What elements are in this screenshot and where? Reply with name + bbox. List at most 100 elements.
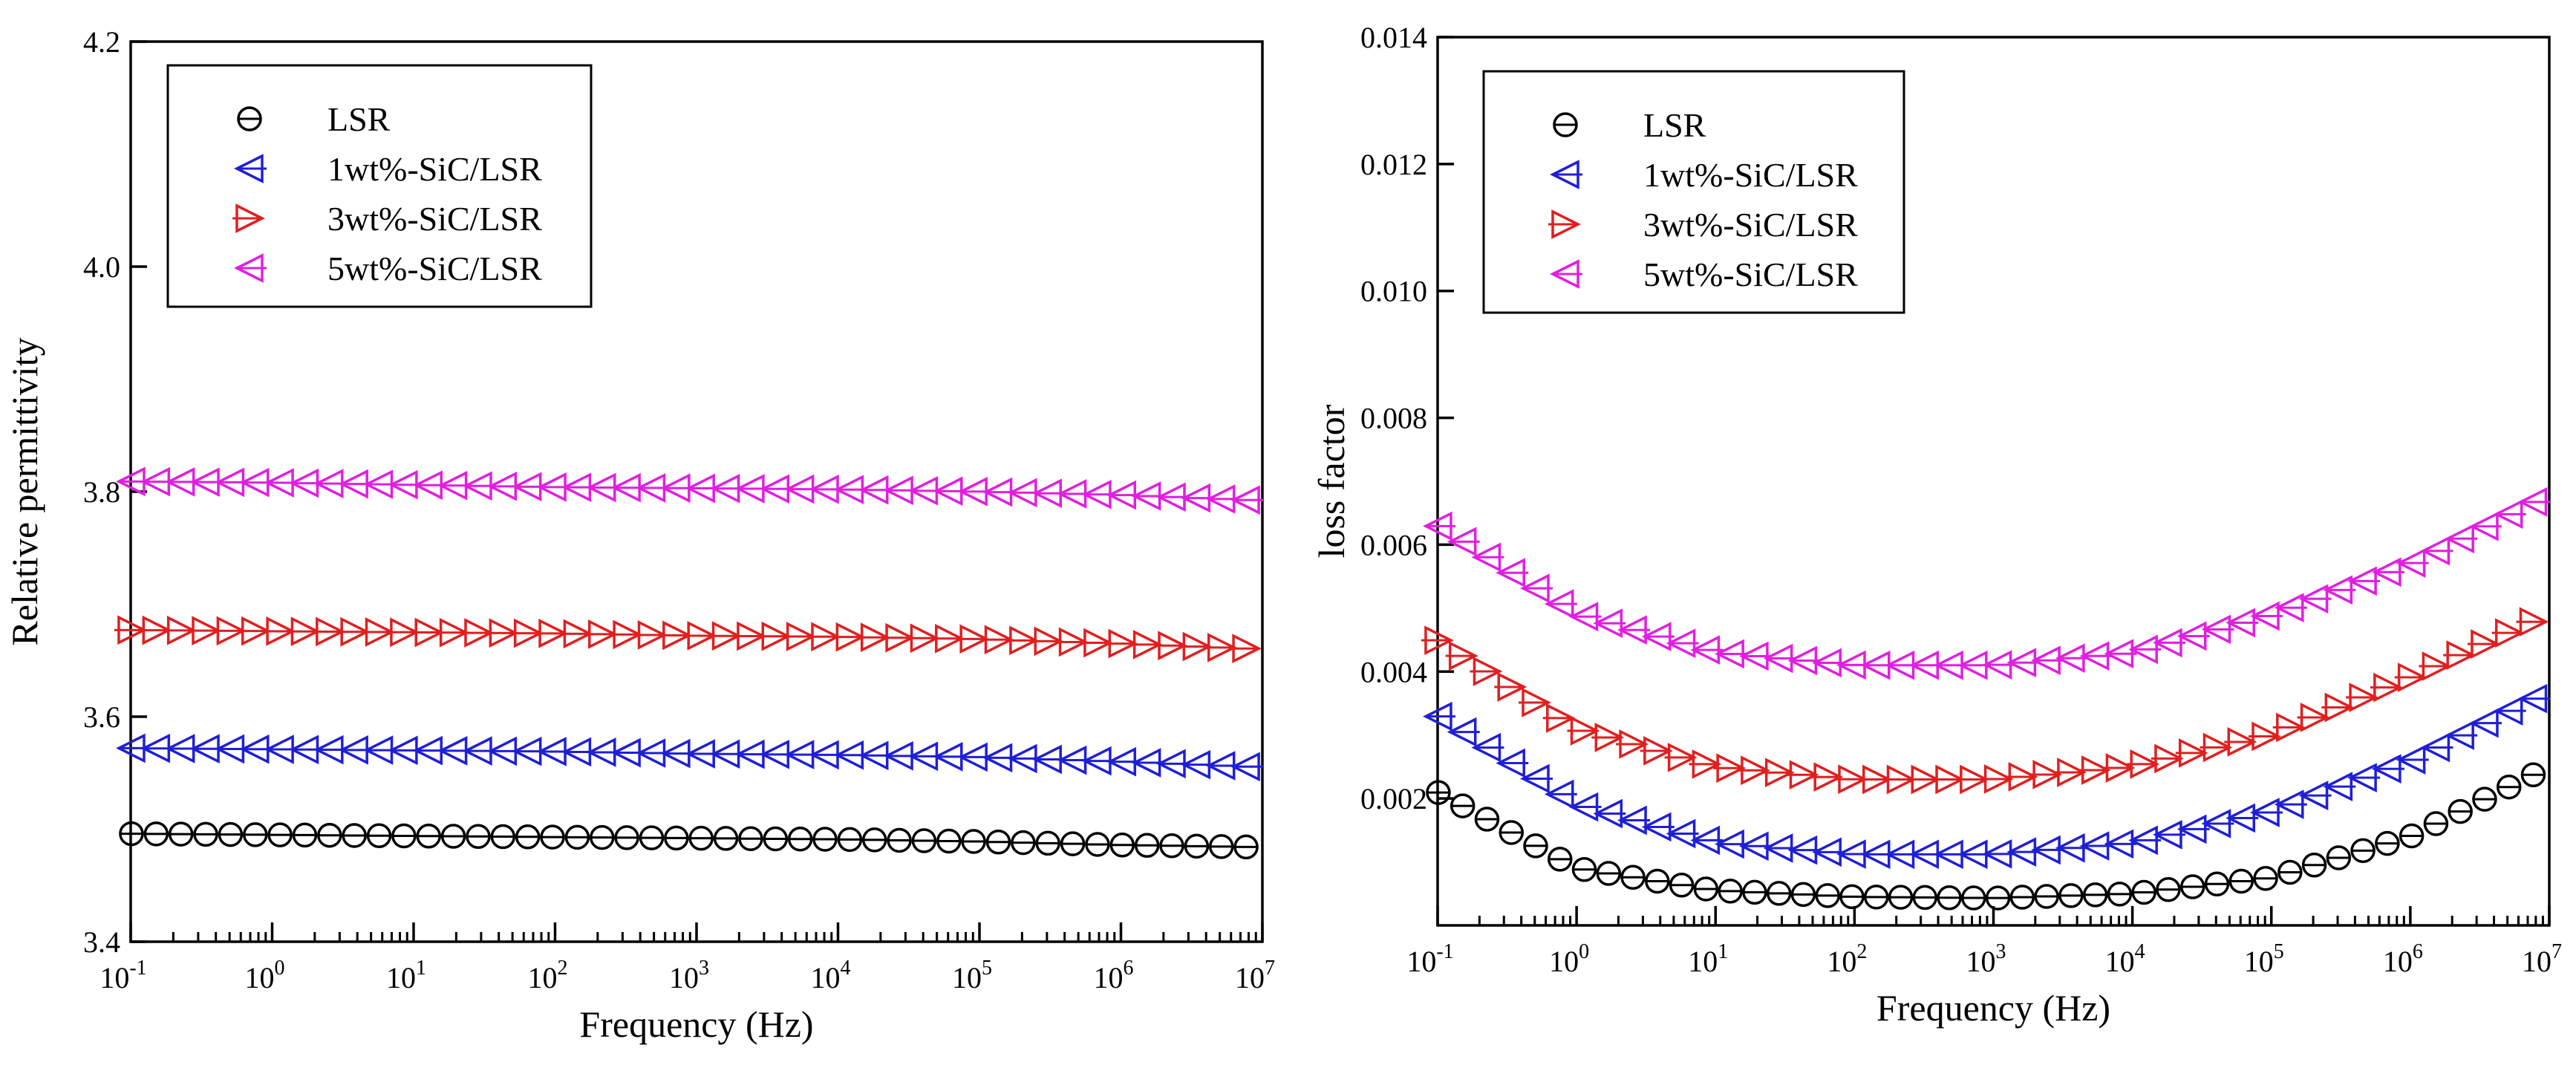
y-tick-label: 0.006 (1360, 528, 1427, 561)
data-point (560, 619, 593, 649)
data-point (2058, 883, 2084, 908)
data-point (2078, 755, 2111, 785)
data-point (2226, 608, 2259, 638)
data-point (2079, 641, 2113, 671)
data-point (2009, 885, 2035, 910)
data-point (1496, 558, 1529, 588)
y-axis: 3.4 3.6 3.8 4.0 4.2 Relative permittivity (4, 25, 147, 959)
data-point (312, 616, 345, 647)
data-point (540, 824, 565, 850)
x-tick-base: 10 (528, 961, 558, 994)
data-point (163, 616, 197, 645)
data-point (1085, 832, 1110, 857)
data-point (936, 828, 962, 854)
data-point (1544, 779, 1577, 810)
data-point (1423, 511, 1455, 541)
data-point (490, 824, 516, 850)
data-point (1787, 645, 1821, 676)
data-point (1593, 798, 1626, 829)
data-point (2179, 874, 2205, 899)
x-tick-exponent: 6 (2413, 940, 2423, 963)
data-point (2297, 703, 2330, 732)
data-point (1421, 625, 1454, 656)
data-point (2277, 859, 2303, 885)
data-point (1713, 753, 1747, 784)
data-point (1548, 847, 1573, 872)
data-point (1005, 625, 1039, 656)
x-tick-base: 10 (1688, 945, 1718, 978)
data-point (2420, 535, 2453, 566)
data-point (139, 615, 172, 645)
data-point (861, 827, 887, 853)
x-tick-exponent: 2 (1856, 940, 1867, 963)
legend-label: 5wt%-SiC/LSR (327, 250, 542, 287)
data-point (1129, 630, 1163, 659)
x-tick-exponent: -1 (129, 957, 146, 980)
data-point (1763, 833, 1796, 863)
series-3wt-sic-lsr (1421, 607, 2549, 795)
data-point (1640, 736, 1673, 766)
data-point (366, 823, 392, 848)
data-point (1568, 602, 1602, 632)
data-point (1787, 835, 1821, 865)
data-point (1790, 882, 1816, 908)
y-tick-label: 0.012 (1360, 148, 1427, 181)
data-point (2323, 772, 2356, 801)
legend-marker (1553, 112, 1578, 137)
data-point (2104, 639, 2137, 669)
x-tick-label: 101 (386, 957, 426, 994)
data-point (2200, 732, 2233, 763)
data-point (2298, 781, 2332, 810)
data-point (2151, 743, 2184, 774)
data-point (2469, 708, 2502, 738)
data-point (1739, 641, 1772, 671)
data-point (1496, 748, 1529, 778)
x-tick-base: 10 (2105, 945, 2135, 978)
legend-marker (1550, 259, 1582, 289)
data-point (287, 616, 321, 647)
x-tick-base: 10 (1094, 961, 1124, 994)
x-tick-label: 107 (1235, 957, 1275, 994)
data-point (1812, 837, 1845, 867)
data-point (2031, 645, 2064, 676)
legend-marker (1548, 209, 1581, 239)
y-tick-label: 0.014 (1360, 21, 1427, 54)
data-point (2201, 614, 2234, 645)
data-point (2029, 760, 2063, 789)
data-point (362, 617, 395, 647)
x-tick-exponent: 4 (841, 957, 851, 980)
y-tick-label: 3.4 (83, 925, 120, 959)
data-point (1715, 639, 1748, 669)
data-point (1179, 631, 1213, 662)
series-lsr (119, 821, 1259, 860)
data-point (510, 618, 544, 648)
x-axis-label: Frequency (Hz) (579, 1003, 813, 1045)
data-point (1471, 542, 1504, 573)
x-tick-base: 10 (2522, 945, 2551, 978)
data-point (956, 624, 990, 654)
data-point (2272, 712, 2306, 743)
x-tick-base: 10 (1235, 961, 1265, 994)
data-point (1617, 805, 1651, 836)
x-tick-base: 10 (100, 961, 129, 994)
data-point (436, 617, 469, 648)
data-point (1982, 650, 2015, 680)
data-point (1080, 628, 1113, 658)
x-tick-label: 101 (1688, 940, 1728, 978)
data-point (466, 824, 491, 850)
data-point (2131, 879, 2156, 905)
x-tick-label: 10-1 (100, 957, 146, 994)
x-tick-exponent: 1 (1718, 940, 1728, 963)
x-tick-label: 100 (245, 957, 285, 994)
data-point (2006, 648, 2040, 678)
data-point (1060, 831, 1086, 856)
data-point (460, 618, 494, 648)
y-tick-label: 4.0 (83, 250, 120, 284)
data-point (267, 822, 293, 847)
y-tick-label: 0.002 (1360, 782, 1427, 815)
legend-marker (1550, 160, 1582, 189)
data-point (2204, 871, 2230, 897)
data-point (684, 621, 717, 651)
data-point (1985, 885, 2011, 911)
data-point (1184, 833, 1210, 859)
